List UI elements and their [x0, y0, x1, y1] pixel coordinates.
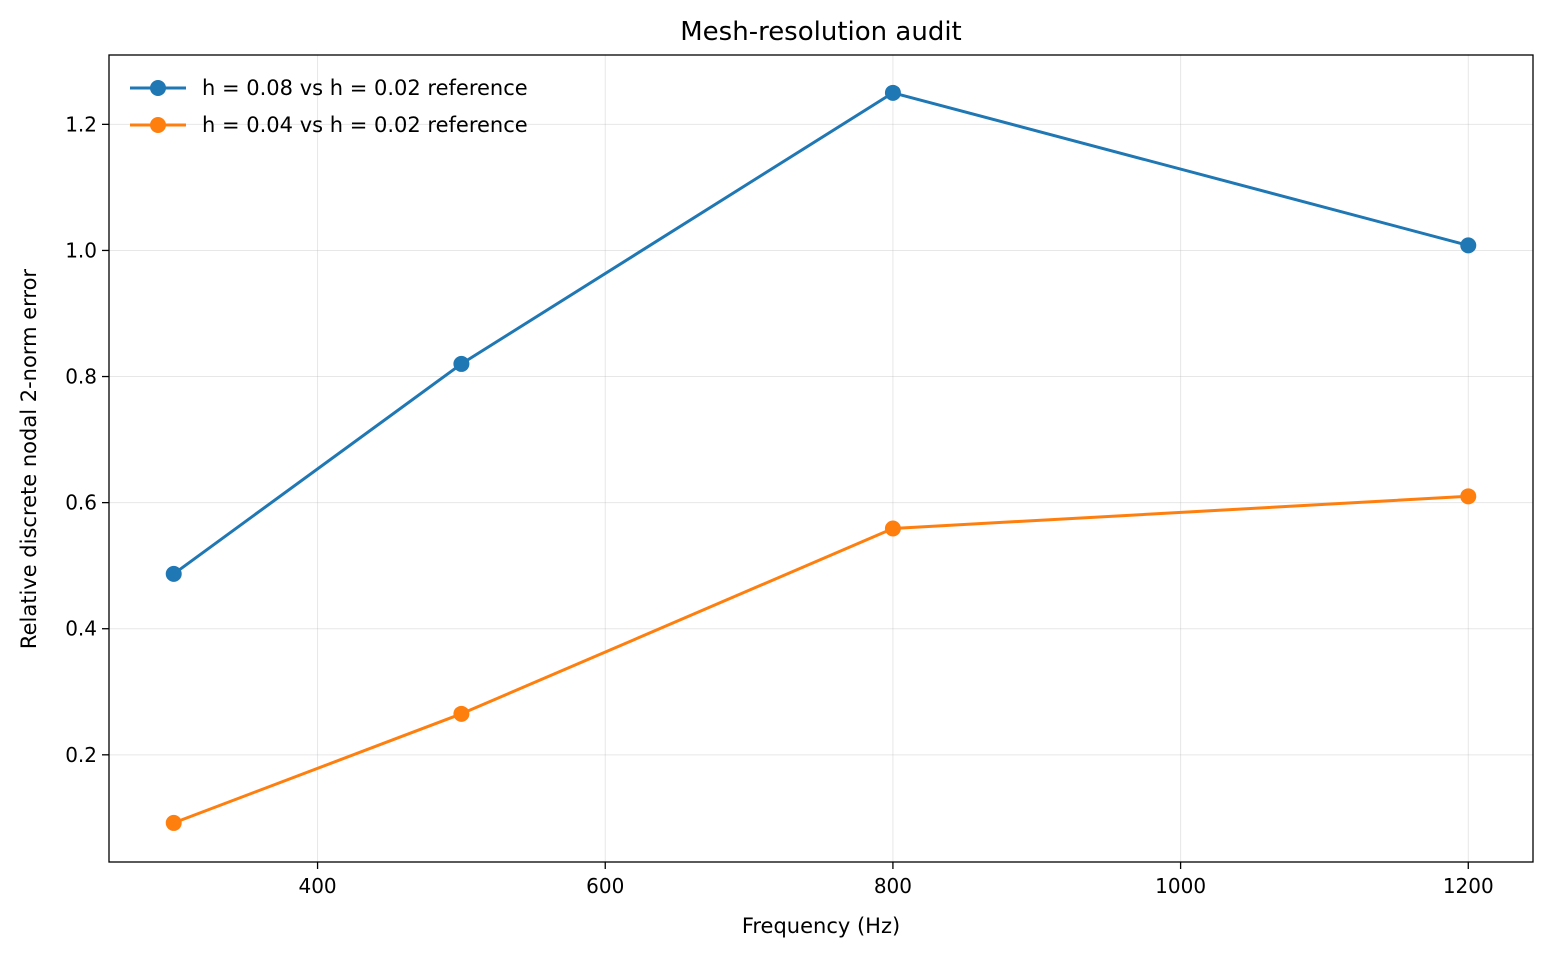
data-point	[165, 814, 182, 831]
y-tick-label: 0.4	[65, 617, 97, 641]
grid	[109, 55, 1533, 862]
legend: h = 0.08 vs h = 0.02 reference h = 0.04 v…	[130, 76, 528, 137]
data-point	[165, 565, 182, 582]
data-point	[884, 520, 901, 537]
series-line	[173, 494, 1469, 825]
data-point	[884, 84, 901, 101]
x-tick-label: 400	[298, 874, 336, 898]
series-line	[172, 91, 1469, 576]
x-tick-label: 1200	[1443, 874, 1494, 898]
y-tick-label: 0.8	[65, 365, 97, 389]
y-axis-ticks: 0.2 0.4 0.6 0.8 1.0 1.2	[65, 112, 109, 767]
series-2	[165, 488, 1477, 831]
y-tick-label: 1.2	[65, 112, 97, 136]
legend-label: h = 0.04 vs h = 0.02 reference	[202, 113, 528, 137]
legend-label: h = 0.08 vs h = 0.02 reference	[202, 76, 528, 100]
x-tick-label: 600	[586, 874, 624, 898]
y-tick-label: 0.2	[65, 743, 97, 767]
series-1	[165, 84, 1477, 582]
x-tick-label: 800	[874, 874, 912, 898]
legend-marker	[150, 80, 166, 96]
y-tick-label: 0.6	[65, 491, 97, 515]
x-axis-ticks: 400 600 800 1000 1200	[298, 862, 1494, 898]
plot-frame	[108, 54, 1534, 863]
chart-title: Mesh-resolution audit	[680, 17, 962, 47]
data-point	[1460, 237, 1477, 254]
x-axis-label: Frequency (Hz)	[742, 914, 900, 938]
data-point	[453, 355, 470, 372]
legend-item: h = 0.04 vs h = 0.02 reference	[130, 113, 528, 137]
y-tick-label: 1.0	[65, 238, 97, 262]
legend-marker	[150, 117, 166, 133]
y-axis-label: Relative discrete nodal 2-norm error	[17, 269, 41, 649]
series-layer	[165, 84, 1477, 831]
data-point	[1460, 488, 1477, 505]
x-tick-label: 1000	[1155, 874, 1206, 898]
legend-item: h = 0.08 vs h = 0.02 reference	[130, 76, 528, 100]
data-point	[453, 705, 470, 722]
